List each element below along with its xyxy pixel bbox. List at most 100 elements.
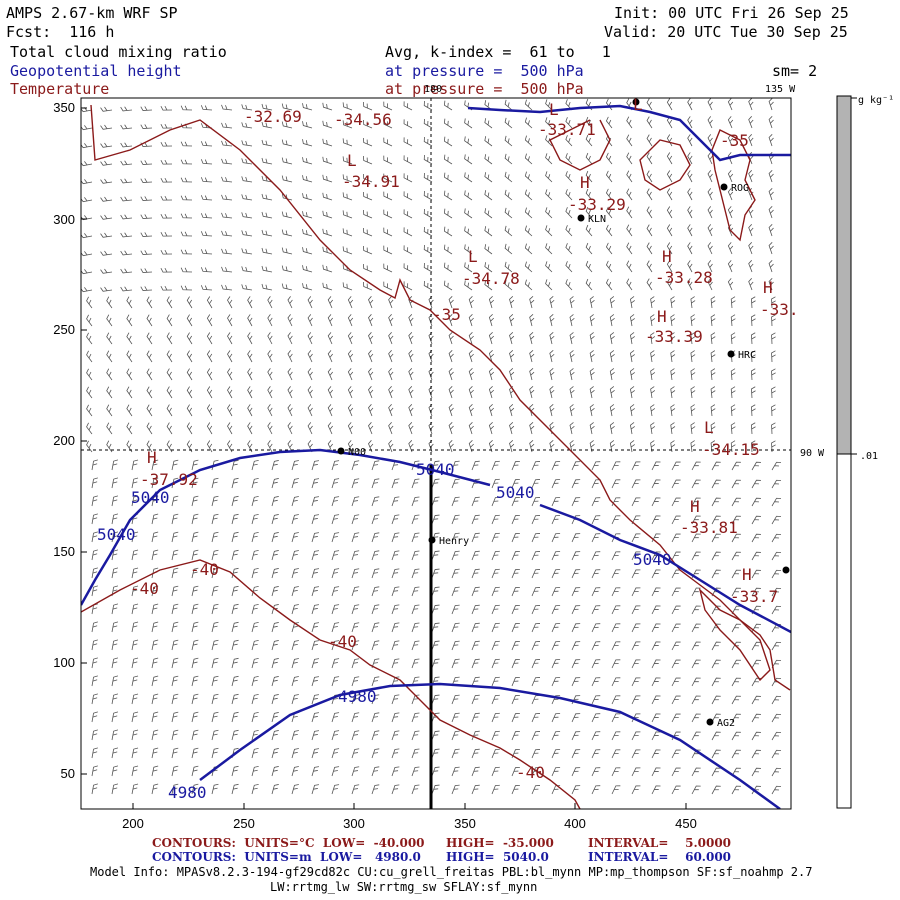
wind-barb bbox=[611, 713, 621, 723]
wind-barb bbox=[509, 368, 515, 381]
wind-barb bbox=[585, 278, 593, 291]
wind-barb bbox=[120, 250, 133, 256]
wind-barb bbox=[565, 279, 573, 291]
wind-barb bbox=[468, 350, 474, 363]
wind-barb bbox=[408, 296, 414, 309]
wind-barb bbox=[591, 731, 601, 741]
wind-barb bbox=[231, 495, 239, 507]
wind-barb bbox=[451, 640, 460, 651]
wind-barb bbox=[261, 157, 273, 165]
wind-barb bbox=[100, 142, 113, 148]
model-physics-info: LW:rrtmg_lw SW:rrtmg_sw SFLAY:sf_mynn bbox=[270, 880, 538, 894]
wind-barb bbox=[351, 550, 360, 561]
wind-barb bbox=[351, 694, 360, 705]
wind-barb bbox=[151, 657, 159, 669]
wind-barb bbox=[626, 116, 633, 129]
wind-barb bbox=[251, 567, 259, 579]
wind-barb bbox=[771, 479, 782, 489]
wind-barb bbox=[443, 172, 453, 183]
wind-barb bbox=[363, 191, 373, 201]
wind-barb bbox=[431, 766, 440, 777]
wind-barb bbox=[120, 142, 133, 148]
wind-barb bbox=[86, 368, 93, 381]
wind-barb bbox=[211, 729, 219, 741]
wind-barb bbox=[151, 747, 159, 759]
wind-barb bbox=[251, 639, 259, 651]
wind-barb bbox=[626, 188, 633, 201]
wind-barb bbox=[491, 586, 500, 597]
station-label: N00 bbox=[348, 447, 366, 458]
wind-barb bbox=[261, 265, 273, 273]
wind-barb bbox=[707, 98, 713, 111]
wind-barb bbox=[131, 621, 139, 633]
wind-barb bbox=[191, 603, 199, 615]
wind-barb bbox=[191, 531, 199, 543]
wind-barb bbox=[171, 747, 179, 759]
wind-barb bbox=[611, 515, 621, 525]
wind-barb bbox=[251, 477, 259, 489]
wind-barb bbox=[271, 460, 279, 471]
wind-barb bbox=[251, 711, 259, 723]
wind-barb bbox=[186, 296, 193, 309]
wind-barb bbox=[670, 404, 676, 417]
wind-barb bbox=[106, 296, 113, 309]
wind-barb bbox=[331, 784, 340, 795]
wind-barb bbox=[231, 711, 239, 723]
wind-barb bbox=[771, 404, 776, 417]
wind-barb bbox=[383, 119, 393, 129]
height-contour-5040-a bbox=[81, 448, 491, 606]
wind-barb bbox=[491, 478, 500, 489]
wind-barb bbox=[551, 479, 561, 489]
wind-barb bbox=[311, 784, 320, 795]
wind-barb bbox=[363, 137, 373, 147]
temp-label: -33.29 bbox=[568, 195, 626, 214]
wind-barb bbox=[748, 98, 754, 111]
wind-barb bbox=[200, 177, 213, 183]
wind-barb bbox=[565, 189, 573, 201]
wind-barb bbox=[347, 296, 354, 309]
wind-barb bbox=[347, 422, 354, 435]
wind-barb bbox=[261, 283, 273, 291]
wind-barb bbox=[545, 135, 553, 147]
wind-barb bbox=[267, 296, 273, 309]
wind-barb bbox=[545, 117, 553, 129]
wind-barb bbox=[468, 314, 474, 327]
wind-barb bbox=[771, 677, 782, 687]
wind-barb bbox=[748, 242, 754, 255]
wind-barb bbox=[302, 211, 313, 219]
wind-barb bbox=[768, 224, 774, 237]
wind-barb bbox=[81, 197, 93, 203]
wind-barb bbox=[267, 404, 273, 417]
wind-barb bbox=[691, 551, 701, 561]
wind-barb bbox=[200, 249, 213, 255]
wind-barb bbox=[100, 214, 113, 220]
wind-barb bbox=[651, 479, 661, 489]
wind-barb bbox=[180, 105, 193, 111]
wind-barb bbox=[327, 332, 333, 345]
wind-barb bbox=[609, 296, 615, 309]
wind-barb bbox=[281, 157, 293, 165]
wind-barb bbox=[443, 280, 453, 291]
wind-barb bbox=[180, 285, 193, 291]
wind-barb bbox=[423, 118, 433, 129]
wind-barb bbox=[391, 496, 400, 507]
wind-barb bbox=[302, 103, 313, 111]
wind-barb bbox=[565, 261, 573, 273]
wind-barb bbox=[131, 459, 139, 471]
height-contour-north bbox=[467, 104, 791, 162]
wind-barb bbox=[727, 188, 734, 201]
wind-barb bbox=[651, 677, 661, 687]
wind-barb bbox=[750, 314, 756, 327]
wind-barb bbox=[650, 350, 656, 363]
wind-barb bbox=[585, 134, 593, 147]
wind-barb bbox=[111, 585, 119, 597]
wind-barb bbox=[111, 783, 119, 795]
wind-barb bbox=[311, 712, 320, 723]
wind-barb bbox=[531, 605, 541, 615]
extremum-label: L bbox=[549, 100, 559, 119]
wind-barb bbox=[91, 513, 98, 525]
wind-barb bbox=[331, 514, 340, 525]
wind-barb bbox=[631, 533, 641, 543]
station-label: Henry bbox=[439, 536, 469, 547]
wind-barb bbox=[666, 260, 673, 273]
